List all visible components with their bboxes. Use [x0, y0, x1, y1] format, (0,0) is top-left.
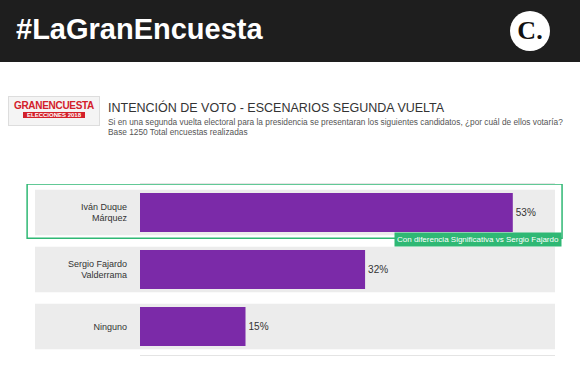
svg-text:Ninguno: Ninguno: [93, 322, 127, 332]
html-text:INTENCIÓN DE VOTO - ESCENARIOS: INTENCIÓN DE VOTO - ESCENARIOS SEGUNDA V…: [108, 101, 445, 115]
svg-text:53%: 53%: [516, 207, 536, 218]
html-text:C.: C.: [517, 16, 543, 45]
svg-text:15%: 15%: [249, 321, 269, 332]
html-text:Si en una segunda vuelta elect: Si en una segunda vuelta electoral para …: [108, 117, 563, 127]
html-text:#LaGranEncuesta: #LaGranEncuesta: [16, 13, 263, 45]
html-text:GRANENCUESTA: GRANENCUESTA: [13, 100, 94, 111]
html-text:Base 1250 Total encuestas real: Base 1250 Total encuestas realizadas: [108, 127, 248, 137]
svg-text:Sergio FajardoValderrama: Sergio FajardoValderrama: [68, 259, 127, 281]
svg-text:Con diferencia Significativa v: Con diferencia Significativa vs Sergio F…: [397, 235, 559, 244]
html-text:ELECCIONES 2018: ELECCIONES 2018: [27, 112, 81, 118]
svg-text:32%: 32%: [368, 264, 388, 275]
svg-text:Iván DuqueMárquez: Iván DuqueMárquez: [81, 202, 128, 224]
